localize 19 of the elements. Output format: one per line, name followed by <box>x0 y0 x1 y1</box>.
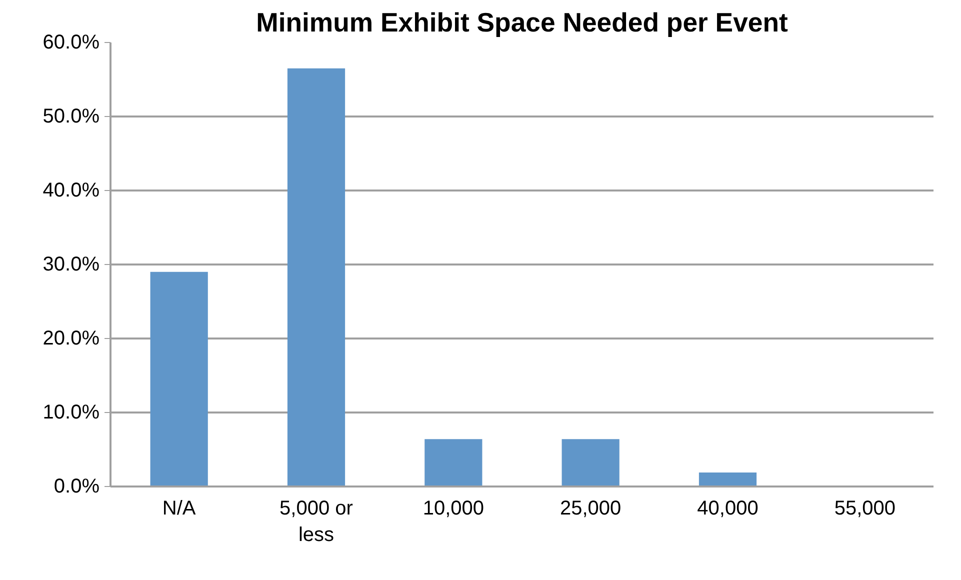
x-tick-label: 5,000 or less <box>280 498 354 546</box>
bar <box>150 272 208 486</box>
y-tick-label: 60.0% <box>42 32 100 54</box>
y-tick-label: 10.0% <box>42 402 100 424</box>
y-tick-label: 0.0% <box>54 476 100 498</box>
y-tick-label: 50.0% <box>42 106 100 128</box>
y-tick-label: 30.0% <box>42 254 100 276</box>
y-tick-label: 40.0% <box>42 180 100 202</box>
bar <box>562 439 620 486</box>
x-tick-label: 40,000 <box>697 498 758 520</box>
bar <box>287 68 346 486</box>
x-tick-label: 25,000 <box>560 498 622 520</box>
bar <box>698 472 757 486</box>
x-tick-label: 10,000 <box>422 498 484 520</box>
x-tick-label: 55,000 <box>834 498 896 520</box>
y-tick-label: 20.0% <box>42 328 100 350</box>
x-tick-label: N/A <box>162 498 196 520</box>
bar <box>424 439 482 486</box>
chart-title: Minimum Exhibit Space Needed per Event <box>256 8 788 38</box>
